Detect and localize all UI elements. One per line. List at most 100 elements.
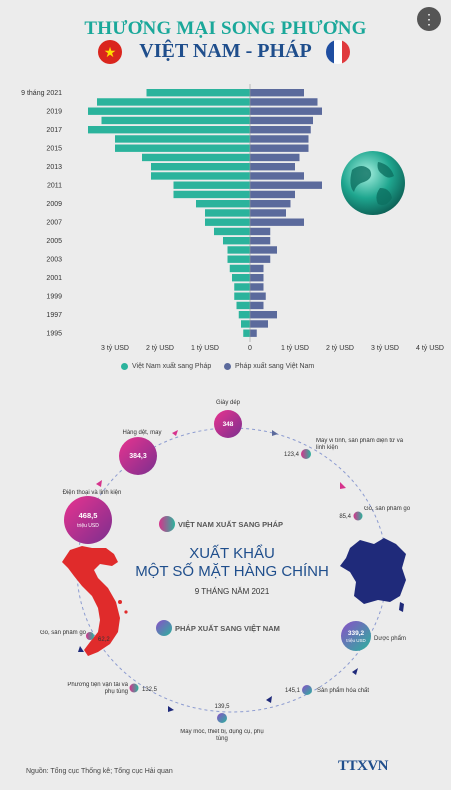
- bar-fr-export: [250, 135, 309, 143]
- vietnam-flag-star: ★: [103, 44, 117, 60]
- x-tick-label: 1 tỷ USD: [191, 345, 219, 352]
- bar-vn-export: [243, 329, 250, 337]
- x-tick-label: 2 tỷ USD: [326, 345, 354, 352]
- bar-fr-export: [250, 107, 322, 115]
- page-title: THƯƠNG MẠI SONG PHƯƠNG: [84, 18, 367, 39]
- france-map: [340, 538, 406, 604]
- legend-swatch-fr: [224, 363, 231, 370]
- bar-vn-export: [234, 283, 250, 291]
- bar-vn-export: [238, 311, 250, 319]
- bar-vn-export: [142, 153, 250, 162]
- item-bubble: [129, 683, 139, 693]
- year-label: 2011: [47, 183, 62, 190]
- bar-vn-export: [234, 292, 250, 300]
- bar-fr-export: [250, 126, 311, 134]
- more-options-icon[interactable]: ⋮: [417, 7, 441, 31]
- ttxvn-logo: TTXVN: [338, 758, 389, 774]
- bar-vn-export: [115, 135, 250, 143]
- year-label: 2001: [46, 275, 62, 282]
- bar-vn-export: [173, 190, 250, 199]
- bar-vn-export: [88, 126, 250, 134]
- item-bubble: [214, 410, 242, 438]
- bar-fr-export: [250, 237, 271, 245]
- bar-vn-export: [173, 181, 250, 189]
- bar-fr-export: [250, 190, 295, 199]
- bar-vn-export: [146, 89, 250, 97]
- bar-fr-export: [250, 153, 300, 162]
- x-tick-label: 2 tỷ USD: [146, 345, 174, 352]
- item-value: 384,3: [129, 453, 147, 460]
- bar-fr-export: [250, 227, 271, 236]
- bar-vn-export: [223, 237, 250, 245]
- bar-vn-export: [196, 200, 250, 208]
- item-label: Máy móc, thiết bị, dụng cụ, phụ tùng: [180, 729, 264, 742]
- arrow-marker: [168, 706, 174, 712]
- bar-fr-export: [250, 218, 304, 226]
- bar-vn-export: [97, 98, 250, 106]
- year-label: 2019: [46, 109, 62, 116]
- year-label: 2013: [46, 164, 62, 171]
- bar-vn-export: [205, 218, 250, 226]
- item-label: Dược phẩm: [374, 635, 406, 642]
- item-value: 348: [223, 421, 234, 428]
- bar-vn-export: [214, 227, 250, 236]
- bar-vn-export: [88, 107, 250, 115]
- bar-vn-export: [227, 246, 250, 254]
- series-label-fr: PHÁP XUẤT SANG VIỆT NAM: [175, 623, 280, 633]
- export-items-diagram: XUẤT KHẨU MỘT SỐ MẶT HÀNG CHÍNH 9 THÁNG …: [39, 400, 411, 742]
- bar-vn-export: [241, 320, 250, 328]
- item-label: Máy vi tính, sản phẩm điện tử và linh ki…: [316, 438, 404, 451]
- trade-bar-chart: 9 tháng 2021 2019 2017 2015 2013 2011 2009 2007…: [21, 84, 444, 352]
- island-dot: [118, 600, 122, 604]
- item-value: 145,1: [285, 688, 301, 694]
- year-label: 2005: [46, 238, 62, 245]
- series-marker-vn: [159, 516, 175, 532]
- bar-vn-export: [229, 264, 250, 273]
- item-value: 468,5: [79, 511, 98, 520]
- bar-fr-export: [250, 116, 313, 125]
- x-tick-label: 3 tỷ USD: [371, 345, 399, 352]
- item-label: Gỗ, sản phẩm gỗ: [364, 506, 411, 512]
- arrow-marker: [340, 482, 346, 489]
- arrow-marker: [272, 430, 278, 436]
- item-label-box: Máy móc, thiết bị, dụng cụ, phụ tùng: [180, 729, 264, 742]
- x-tick-label: 0: [248, 345, 252, 352]
- bar-fr-export: [250, 144, 309, 152]
- legend-label-vn: Việt Nam xuất sang Pháp: [132, 363, 212, 370]
- bar-fr-export: [250, 172, 304, 180]
- bar-fr-export: [250, 246, 277, 254]
- x-tick-label: 1 tỷ USD: [281, 345, 309, 352]
- diagram-title-2: MỘT SỐ MẶT HÀNG CHÍNH: [135, 562, 329, 580]
- year-label: 2017: [46, 127, 62, 134]
- vietnam-map: [62, 546, 120, 656]
- bar-fr-export: [250, 200, 291, 208]
- item-value: 132,5: [142, 687, 158, 693]
- year-label: 2003: [46, 257, 62, 264]
- item-label: Giày dép: [216, 400, 241, 406]
- item-value: 85,4: [339, 514, 351, 520]
- bar-fr-export: [250, 329, 257, 337]
- year-label: 1995: [46, 331, 62, 338]
- arrow-marker: [172, 430, 178, 436]
- arrow-marker: [78, 646, 84, 652]
- bar-fr-export: [250, 163, 295, 171]
- bar-vn-export: [236, 301, 250, 310]
- x-tick-label: 4 tỷ USD: [416, 345, 444, 352]
- diagram-title-1: XUẤT KHẨU: [189, 544, 275, 562]
- item-label: Gỗ, sản phẩm gỗ: [39, 630, 86, 636]
- bar-fr-export: [250, 264, 264, 273]
- item-bubble: [64, 496, 112, 544]
- item-label: Hàng dệt, may: [122, 430, 161, 436]
- bar-fr-export: [250, 283, 264, 291]
- item-bubble: [217, 713, 227, 723]
- corsica-shape: [399, 602, 404, 612]
- bar-fr-export: [250, 98, 318, 106]
- item-label-box: Gỗ, sản phẩm gỗ: [39, 630, 86, 636]
- item-value: 139,5: [214, 704, 230, 710]
- bar-vn-export: [151, 163, 250, 171]
- bar-vn-export: [101, 116, 250, 125]
- item-value: 123,4: [284, 452, 300, 458]
- france-flag-icon: [326, 40, 350, 64]
- item-value: 339,2: [348, 630, 365, 637]
